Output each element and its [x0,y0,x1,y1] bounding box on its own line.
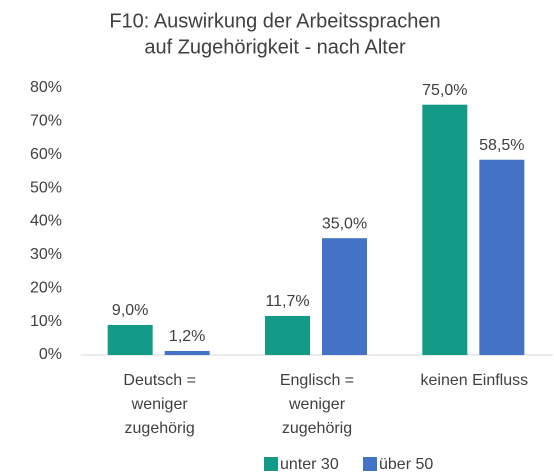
legend-label: über 50 [379,456,433,473]
x-tick-label: keinen Einfluss [421,372,529,389]
x-tick-label: zugehörig [125,420,195,437]
data-label: 9,0% [112,302,148,319]
data-label: 11,7% [265,293,309,310]
y-tick-label: 40% [30,213,62,230]
bar [479,159,525,355]
x-tick-label: weniger [288,396,346,413]
bar [107,324,153,355]
y-tick-label: 80% [30,79,62,96]
x-tick-label: weniger [131,396,189,413]
y-tick-label: 10% [30,313,62,330]
x-tick-label: zugehörig [282,420,352,437]
y-tick-label: 0% [39,346,62,363]
y-tick-label: 30% [30,246,62,263]
data-label: 58,5% [479,137,524,154]
y-tick-label: 20% [30,279,62,296]
y-tick-label: 50% [30,179,62,196]
chart-title: F10: Auswirkung der Arbeitssprachen [109,10,440,32]
data-label: 75,0% [422,82,467,99]
bar [265,315,310,355]
data-label: 1,2% [169,328,205,345]
bar [322,238,367,355]
bar [422,104,468,355]
legend-swatch [264,457,278,471]
x-tick-label: Deutsch = [123,372,195,389]
y-tick-label: 70% [30,113,62,130]
data-label: 35,0% [322,215,367,232]
bar [164,350,210,355]
y-tick-label: 60% [30,146,62,163]
legend-swatch [363,457,377,471]
x-tick-label: Englisch = [280,372,354,389]
legend-label: unter 30 [280,456,339,473]
chart-title: auf Zugehörigkeit - nach Alter [144,36,406,58]
